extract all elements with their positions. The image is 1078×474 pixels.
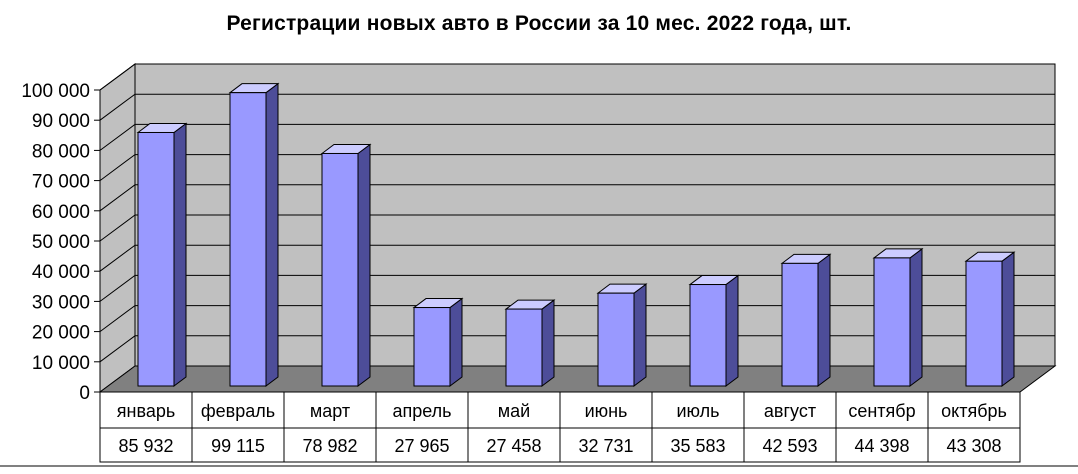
y-tick-label: 20 000 bbox=[32, 323, 90, 344]
bar bbox=[228, 82, 280, 387]
bar-front bbox=[689, 284, 727, 387]
category-label: август bbox=[764, 401, 816, 421]
value-label: 43 308 bbox=[946, 436, 1001, 456]
bar-side bbox=[1001, 251, 1015, 387]
bar bbox=[964, 251, 1016, 387]
y-tick-label: 0 bbox=[79, 383, 90, 404]
gridline bbox=[99, 244, 1055, 272]
bar bbox=[504, 299, 556, 387]
category-label: октябрь bbox=[941, 401, 1007, 421]
category-label: сентябр bbox=[848, 401, 915, 421]
value-label: 27 458 bbox=[486, 436, 541, 456]
bar-front bbox=[229, 92, 267, 387]
category-label: июнь bbox=[585, 401, 628, 421]
value-label: 32 731 bbox=[578, 436, 633, 456]
bar-front bbox=[873, 257, 911, 387]
bar-front bbox=[597, 292, 635, 387]
value-label: 27 965 bbox=[394, 436, 449, 456]
gridline bbox=[99, 274, 1055, 302]
bar bbox=[320, 143, 372, 387]
y-tick-label: 100 000 bbox=[21, 81, 90, 102]
bar bbox=[872, 247, 924, 387]
category-label: июль bbox=[676, 401, 719, 421]
bar bbox=[688, 274, 740, 387]
y-tick-label: 50 000 bbox=[32, 232, 90, 253]
bar-side bbox=[817, 253, 831, 387]
bar-front bbox=[781, 262, 819, 387]
y-tick-label: 80 000 bbox=[32, 141, 90, 162]
bar-side bbox=[725, 274, 739, 387]
value-label: 35 583 bbox=[670, 436, 725, 456]
value-label: 42 593 bbox=[762, 436, 817, 456]
bar-front bbox=[505, 308, 543, 387]
bar-front bbox=[413, 307, 451, 387]
category-label: февраль bbox=[201, 401, 275, 421]
bar-side bbox=[449, 297, 463, 387]
bar-side bbox=[265, 82, 279, 387]
bar-front bbox=[965, 260, 1003, 387]
gridline bbox=[99, 63, 1055, 91]
bar bbox=[136, 122, 188, 387]
bar-side bbox=[173, 122, 187, 387]
gridline bbox=[99, 335, 1055, 363]
bar-side bbox=[357, 143, 371, 387]
data-table: январь 85 932 февраль 99 115 март 78 982 апрел… bbox=[0, 391, 1078, 467]
y-tick-label: 60 000 bbox=[32, 202, 90, 223]
bar bbox=[412, 297, 464, 387]
gridline bbox=[99, 154, 1055, 182]
bar-front bbox=[137, 131, 175, 387]
bar bbox=[780, 253, 832, 387]
bar-side bbox=[541, 299, 555, 387]
value-label: 78 982 bbox=[302, 436, 357, 456]
value-label: 44 398 bbox=[854, 436, 909, 456]
bar-side bbox=[633, 283, 647, 387]
category-label: март bbox=[310, 401, 350, 421]
y-tick-label: 90 000 bbox=[32, 111, 90, 132]
y-axis: 0 10 000 20 000 30 000 40 000 50 000 60 000 70 … bbox=[21, 81, 101, 404]
gridline bbox=[99, 184, 1055, 212]
gridline bbox=[99, 123, 1055, 151]
y-tick-label: 40 000 bbox=[32, 262, 90, 283]
bar-front bbox=[321, 152, 359, 387]
category-label: апрель bbox=[392, 401, 451, 421]
bar bbox=[596, 283, 648, 387]
value-label: 99 115 bbox=[211, 436, 265, 456]
category-label: январь bbox=[117, 401, 175, 421]
value-label: 85 932 bbox=[118, 436, 173, 456]
gridlines bbox=[99, 63, 1055, 363]
bars bbox=[136, 82, 1016, 387]
gridline bbox=[99, 93, 1055, 121]
y-tick-label: 30 000 bbox=[32, 292, 90, 313]
gridline bbox=[99, 305, 1055, 333]
category-label: май bbox=[498, 401, 530, 421]
gridline bbox=[99, 214, 1055, 242]
bar-side bbox=[909, 247, 923, 387]
y-tick-label: 10 000 bbox=[32, 353, 90, 374]
chart-title: Регистрации новых авто в России за 10 ме… bbox=[226, 12, 852, 35]
y-tick-label: 70 000 bbox=[32, 172, 90, 193]
